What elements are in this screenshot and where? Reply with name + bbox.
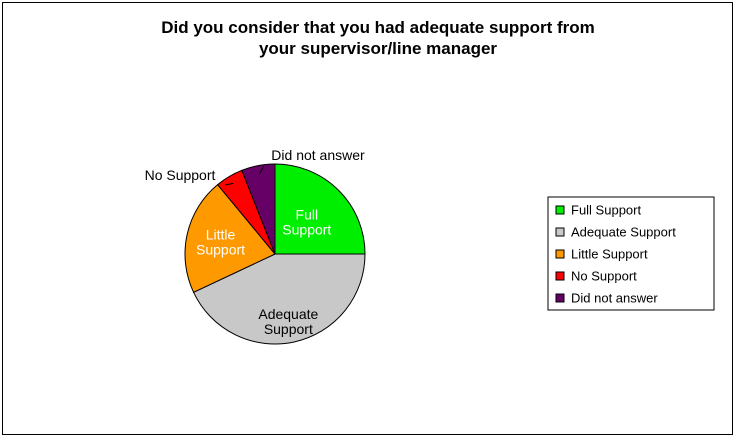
pie-slice-adequate-support — [192, 253, 366, 345]
legend-label-did-not-answer: Did not answer — [571, 291, 658, 306]
pie-slice-little-support — [184, 183, 276, 293]
slice-label-full-support: Full — [296, 207, 319, 223]
callout-label-did-not-answer: Did not answer — [271, 147, 365, 163]
legend: Full Support Adequate Support Little Suppo… — [547, 196, 715, 311]
legend-swatch-no-support — [555, 271, 565, 281]
legend-swatch-full-support — [555, 205, 565, 215]
legend-items: Full Support Adequate Support Little Suppo… — [555, 203, 676, 306]
legend-swatch-did-not-answer — [555, 293, 565, 303]
legend-swatch-little-support — [555, 249, 565, 259]
legend-label-adequate-support: Adequate Support — [571, 225, 676, 240]
slice-label-adequate-support: Support — [264, 321, 313, 337]
slice-label-little-support: Little — [206, 226, 236, 242]
legend-label-full-support: Full Support — [571, 203, 641, 218]
pie-slice-did-not-answer — [241, 163, 276, 255]
callout-leader-did-not-answer — [259, 165, 265, 174]
chart-title-line-2: your supervisor/line manager — [259, 39, 497, 58]
legend-label-no-support: No Support — [571, 269, 637, 284]
chart-title-line-1: Did you consider that you had adequate s… — [161, 18, 595, 37]
legend-box — [547, 196, 715, 311]
legend-label-little-support: Little Support — [571, 247, 648, 262]
legend-swatch-adequate-support — [555, 227, 565, 237]
pie-callouts: No Support Did not answer — [145, 147, 365, 186]
pie-slice-full-support — [274, 163, 366, 255]
callout-leader-no-support — [224, 182, 234, 186]
callout-label-no-support: No Support — [145, 167, 216, 183]
slice-label-adequate-support: Adequate — [258, 306, 318, 322]
slice-label-little-support: Support — [196, 241, 245, 257]
slice-label-full-support: Support — [282, 222, 331, 238]
pie-slices — [184, 163, 366, 345]
